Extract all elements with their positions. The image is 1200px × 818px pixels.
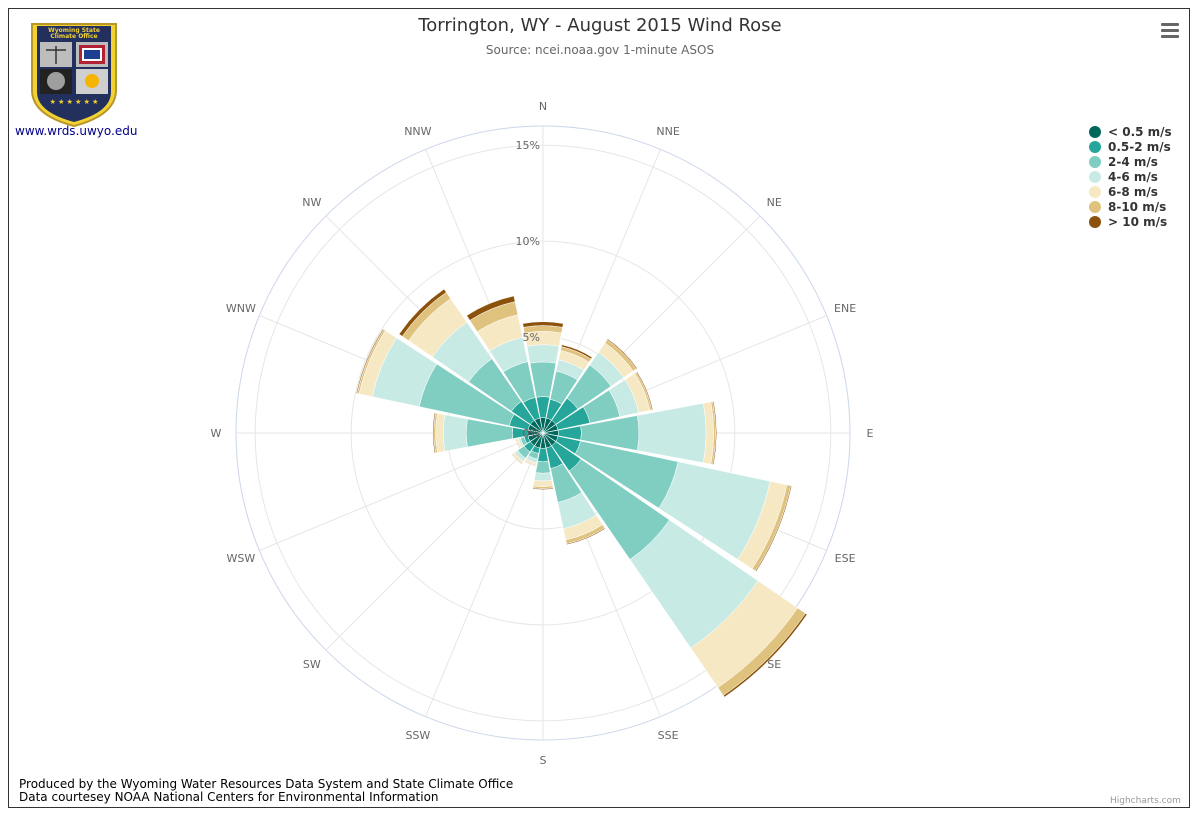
logo-text-line2: Climate Office [50,33,97,40]
direction-label-se: SE [767,658,781,671]
wind-bar-s-series-6 [532,487,554,490]
footer-line-2: Data courtesey NOAA National Centers for… [19,790,439,804]
y-tick-label: 5% [523,331,540,344]
wind-bar-wsw-series-6 [515,438,521,449]
grid-radial-line [425,432,544,717]
y-tick-label: 10% [516,235,540,248]
wind-bar-w-series-3 [443,414,468,452]
legend-item[interactable]: 0.5-2 m/s [1089,139,1172,154]
legend-swatch [1089,155,1101,168]
legend-label: 0.5-2 m/s [1108,139,1171,154]
highcharts-credits[interactable]: Highcharts.com [1110,796,1181,806]
wind-bar-ne-series-6 [606,338,638,370]
direction-label-ese: ESE [835,552,856,565]
wyoming-state-climate-office-logo: Wyoming State Climate Office ★ ★ ★ ★ ★ ★ [31,23,117,128]
svg-text:★ ★ ★ ★ ★ ★: ★ ★ ★ ★ ★ ★ [50,98,99,106]
grid-radial-line [259,432,544,551]
direction-label-nne: NNE [656,125,679,138]
direction-label-wsw: WSW [227,552,256,565]
legend-swatch [1089,215,1101,228]
wind-bar-e-series-3 [637,402,707,464]
direction-label-e: E [867,427,874,440]
legend-swatch [1089,170,1101,183]
wind-bar-w-series-6 [432,412,436,454]
wind-bar-se-series-6 [723,613,808,698]
wind-bar-nne-series-6 [561,344,593,360]
wind-bar-s-series-4 [532,479,554,487]
grid-radial-line [325,432,544,651]
legend-swatch [1089,185,1101,198]
wind-bar-ese-series-6 [755,485,792,572]
legend-label: > 10 m/s [1108,214,1168,229]
direction-label-sw: SW [303,658,321,671]
legend-item[interactable]: > 10 m/s [1089,214,1172,229]
chart-title: Torrington, WY - August 2015 Wind Rose [418,15,782,36]
direction-label-ene: ENE [834,302,856,315]
legend-label: 8-10 m/s [1108,199,1167,214]
legend-item[interactable]: 2-4 m/s [1089,154,1172,169]
direction-label-s: S [540,754,547,767]
legend-item[interactable]: < 0.5 m/s [1089,124,1172,139]
legend-swatch [1089,125,1101,138]
legend-label: 6-8 m/s [1108,184,1158,199]
wind-bar-s-series-2 [535,461,551,474]
footer-line-1: Produced by the Wyoming Water Resources … [19,777,514,791]
legend-item[interactable]: 8-10 m/s [1089,199,1172,214]
direction-label-ssw: SSW [405,729,430,742]
legend-label: 2-4 m/s [1108,154,1158,169]
hamburger-menu-icon[interactable] [1158,20,1182,42]
wind-bar-nw-series-6 [398,288,447,337]
wind-bar-ssw-series-6 [524,460,537,467]
direction-label-w: W [211,427,222,440]
wind-bar-nnw-series-6 [466,295,516,321]
website-link[interactable]: www.wrds.uwyo.edu [15,124,138,138]
legend-label: < 0.5 m/s [1108,124,1172,139]
sun-icon [85,74,99,88]
chart-legend: < 0.5 m/s 0.5-2 m/s 2-4 m/s 4-6 m/s 6-8 m/s 8… [1089,124,1172,229]
wind-bar-n-series-3 [526,344,560,364]
wind-bar-n-series-6 [522,321,564,328]
wind-bar-s-series-3 [533,472,553,482]
direction-label-n: N [539,100,547,113]
footer: Produced by the Wyoming Water Resources … [19,778,513,804]
moon-icon [47,72,65,90]
wind-bar-sw-series-6 [511,453,523,465]
direction-label-wnw: WNW [226,302,256,315]
legend-label: 4-6 m/s [1108,169,1158,184]
wind-bar-e-series-6 [712,401,717,465]
legend-swatch [1089,140,1101,153]
wind-bar-wnw-series-6 [355,328,385,394]
wind-bar-sse-series-6 [566,527,606,545]
direction-label-nnw: NNW [404,125,431,138]
legend-item[interactable]: 4-6 m/s [1089,169,1172,184]
chart-subtitle: Source: ncei.noaa.gov 1-minute ASOS [485,43,715,57]
legend-item[interactable]: 6-8 m/s [1089,184,1172,199]
wind-bar-ene-series-6 [635,371,654,411]
direction-label-nw: NW [302,196,321,209]
direction-label-sse: SSE [658,729,679,742]
y-tick-label: 15% [516,139,540,152]
y-tick-label: 0% [523,427,540,440]
legend-swatch [1089,200,1101,213]
direction-label-ne: NE [767,196,782,209]
logo-text-line1: Wyoming State [48,27,100,34]
